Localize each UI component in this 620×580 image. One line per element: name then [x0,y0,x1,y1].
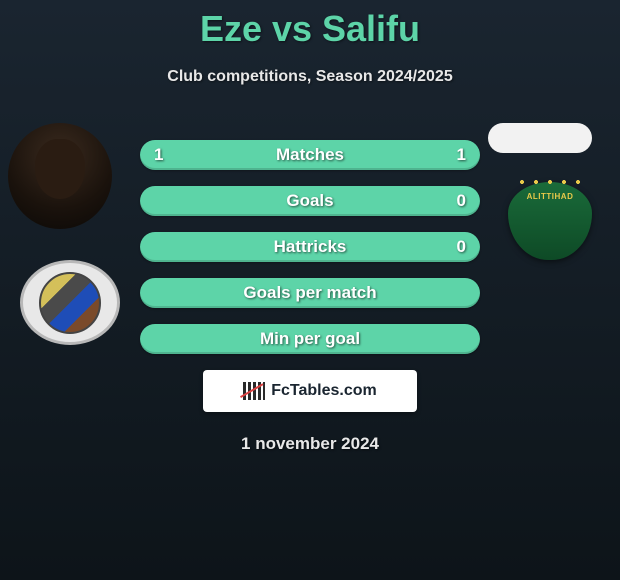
club-badge-right [500,178,600,263]
player-left-avatar [8,123,112,229]
stat-right-value: 0 [457,191,466,211]
stat-row-goals: Goals 0 [140,186,480,216]
player-right-avatar [488,123,592,153]
stat-row-goals-per-match: Goals per match [140,278,480,308]
stat-right-value: 1 [457,145,466,165]
stat-row-min-per-goal: Min per goal [140,324,480,354]
page-title: Eze vs Salifu [0,0,620,50]
stat-row-matches: 1 Matches 1 [140,140,480,170]
stat-row-hattricks: Hattricks 0 [140,232,480,262]
stat-label: Goals per match [243,283,376,303]
subtitle: Club competitions, Season 2024/2025 [0,68,620,86]
stat-left-value: 1 [154,145,163,165]
club-badge-left [20,260,120,345]
stat-label: Matches [276,145,344,165]
branding-badge: FcTables.com [203,370,417,412]
stat-label: Goals [286,191,333,211]
stat-label: Min per goal [260,329,360,349]
date-label: 1 november 2024 [0,434,620,454]
branding-chart-icon [243,382,265,400]
branding-text: FcTables.com [271,382,377,400]
stat-right-value: 0 [457,237,466,257]
stat-label: Hattricks [274,237,347,257]
